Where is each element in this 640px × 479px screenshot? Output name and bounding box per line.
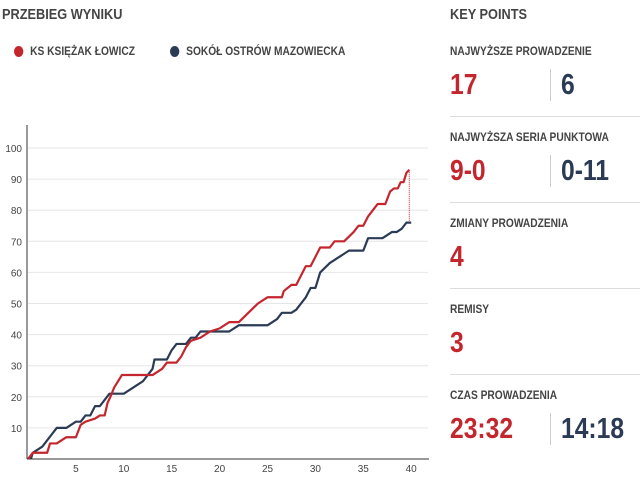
chart-title: PRZEBIEG WYNIKU — [2, 6, 123, 23]
y-tick-label: 40 — [11, 331, 23, 342]
key-points-title: KEY POINTS — [450, 6, 528, 23]
divider — [450, 374, 640, 375]
divider — [450, 116, 640, 117]
y-tick-label: 90 — [11, 175, 23, 186]
score-chart: 10 20 30 40 50 60 70 80 90 100 5 10 15 20 25 30 35 40 — [5, 125, 429, 475]
kp-away-value: 0-11 — [561, 154, 609, 187]
divider — [450, 202, 640, 203]
x-tick-label: 20 — [214, 464, 226, 475]
x-tick-label: 15 — [166, 464, 178, 475]
y-tick-label: 60 — [11, 268, 23, 279]
kp-label: REMISY — [450, 302, 490, 316]
kp-lead-changes: ZMIANY PROWADZENIA 4 — [450, 216, 640, 274]
y-tick-label: 70 — [11, 237, 23, 248]
legend-away: SOKÓŁ OSTRÓW MAZOWIECKA — [170, 44, 345, 58]
kp-label: NAJWYŻSZA SERIA PUNKTOWA — [450, 130, 609, 144]
y-tick-label: 30 — [11, 362, 23, 373]
y-tick-label: 10 — [11, 424, 23, 435]
divider — [450, 288, 640, 289]
away-dot-icon — [170, 45, 180, 57]
home-dot-icon — [14, 45, 24, 57]
kp-time-leading: CZAS PROWADZENIA 23:32 14:18 — [450, 388, 640, 446]
divider — [550, 69, 551, 101]
kp-largest-lead: NAJWYŻSZE PROWADZENIE 17 6 — [450, 44, 640, 102]
divider — [550, 155, 551, 187]
legend-away-label: SOKÓŁ OSTRÓW MAZOWIECKA — [186, 44, 346, 58]
x-tick-label: 30 — [310, 464, 322, 475]
legend-home-label: KS KSIĘŻAK ŁOWICZ — [30, 44, 135, 58]
kp-home-value: 17 — [450, 68, 478, 101]
kp-value: 3 — [450, 326, 464, 359]
kp-away-value: 14:18 — [561, 412, 625, 445]
kp-value: 4 — [450, 240, 464, 273]
x-tick-label: 10 — [118, 464, 130, 475]
kp-label: ZMIANY PROWADZENIA — [450, 216, 569, 230]
series-line-away — [29, 221, 412, 460]
series-line-home — [27, 169, 411, 460]
legend-home: KS KSIĘŻAK ŁOWICZ — [14, 44, 135, 58]
x-tick-label: 25 — [262, 464, 274, 475]
y-tick-label: 20 — [11, 393, 23, 404]
kp-away-value: 6 — [561, 68, 575, 101]
x-tick-label: 5 — [73, 464, 79, 475]
kp-home-value: 9-0 — [450, 154, 486, 187]
x-tick-label: 35 — [358, 464, 370, 475]
kp-label: NAJWYŻSZE PROWADZENIE — [450, 44, 592, 58]
y-tick-label: 50 — [11, 300, 23, 311]
divider — [550, 413, 551, 445]
kp-ties: REMISY 3 — [450, 302, 640, 360]
kp-home-value: 23:32 — [450, 412, 514, 445]
kp-longest-run: NAJWYŻSZA SERIA PUNKTOWA 9-0 0-11 — [450, 130, 640, 188]
kp-label: CZAS PROWADZENIA — [450, 388, 558, 402]
y-tick-label: 80 — [11, 206, 23, 217]
x-tick-label: 40 — [406, 464, 418, 475]
y-tick-label: 100 — [5, 144, 22, 155]
